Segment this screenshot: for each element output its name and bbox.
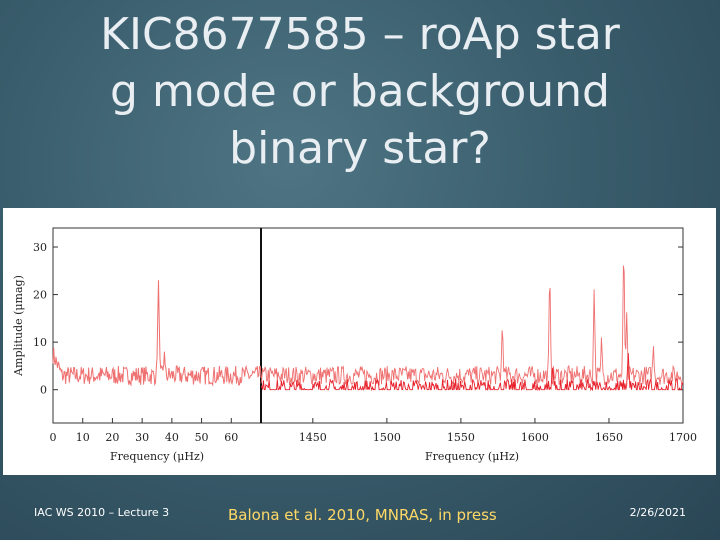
x-tick-label: 1700 <box>669 431 697 444</box>
x-tick-label: 1650 <box>595 431 623 444</box>
amplitude-spectrum-chart: 0 10 20 30 0 10 20 30 40 50 60 1450 1500 1550 1600 1650… <box>12 227 697 463</box>
x-tick-label: 30 <box>135 431 149 444</box>
footer-citation: Balona et al. 2010, MNRAS, in press <box>228 506 497 524</box>
title-line-1: KIC8677585 – roAp star <box>100 9 620 60</box>
slide-title: KIC8677585 – roAp star g mode or backgro… <box>0 6 720 177</box>
x-axis-label-right: Frequency (μHz) <box>425 450 519 463</box>
spectrum-figure: 0 10 20 30 0 10 20 30 40 50 60 1450 1500 1550 1600 1650… <box>3 208 716 475</box>
y-tick-label: 30 <box>33 241 47 254</box>
y-tick-label: 10 <box>33 336 47 349</box>
title-line-3: binary star? <box>229 123 491 174</box>
x-tick-label: 60 <box>224 431 238 444</box>
series-low-frequency <box>52 280 262 387</box>
x-tick-label: 40 <box>165 431 179 444</box>
series-high-frequency-1 <box>260 265 684 387</box>
plot-frame <box>52 227 684 424</box>
series-high-frequency-2 <box>260 353 684 392</box>
x-tick-label: 0 <box>50 431 57 444</box>
y-tick-label: 20 <box>33 289 47 302</box>
x-tick-label: 50 <box>195 431 209 444</box>
x-tick-label: 1600 <box>521 431 549 444</box>
footer-date: 2/26/2021 <box>629 506 686 519</box>
y-tick-label: 0 <box>40 384 47 397</box>
x-tick-label: 1550 <box>447 431 475 444</box>
x-tick-label: 10 <box>76 431 90 444</box>
footer-lecture: IAC WS 2010 – Lecture 3 <box>34 506 170 519</box>
title-line-2: g mode or background <box>110 66 610 117</box>
x-tick-label: 1500 <box>373 431 401 444</box>
x-axis-label-left: Frequency (μHz) <box>110 450 204 463</box>
x-tick-label: 20 <box>105 431 119 444</box>
y-axis-label: Amplitude (μmag) <box>12 275 25 377</box>
x-tick-label: 1450 <box>299 431 327 444</box>
